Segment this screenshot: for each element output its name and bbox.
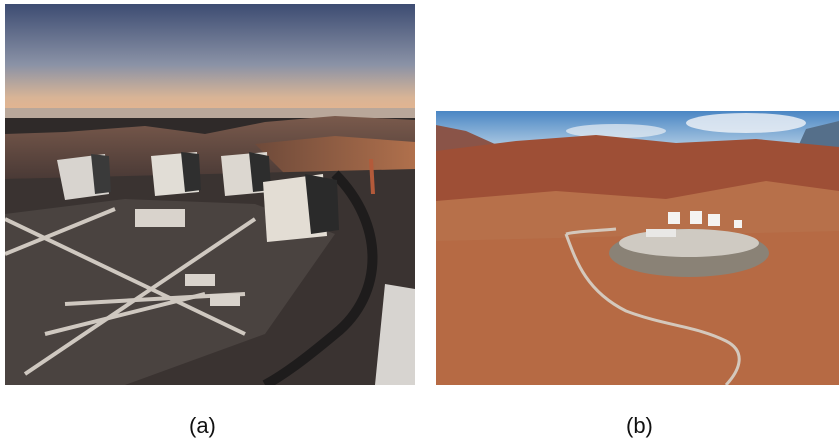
caption-b: (b) [626, 413, 653, 438]
photo-telescope-platform [5, 4, 415, 385]
caption-a: (a) [189, 413, 216, 438]
photo-mountain-observatory [436, 111, 839, 385]
